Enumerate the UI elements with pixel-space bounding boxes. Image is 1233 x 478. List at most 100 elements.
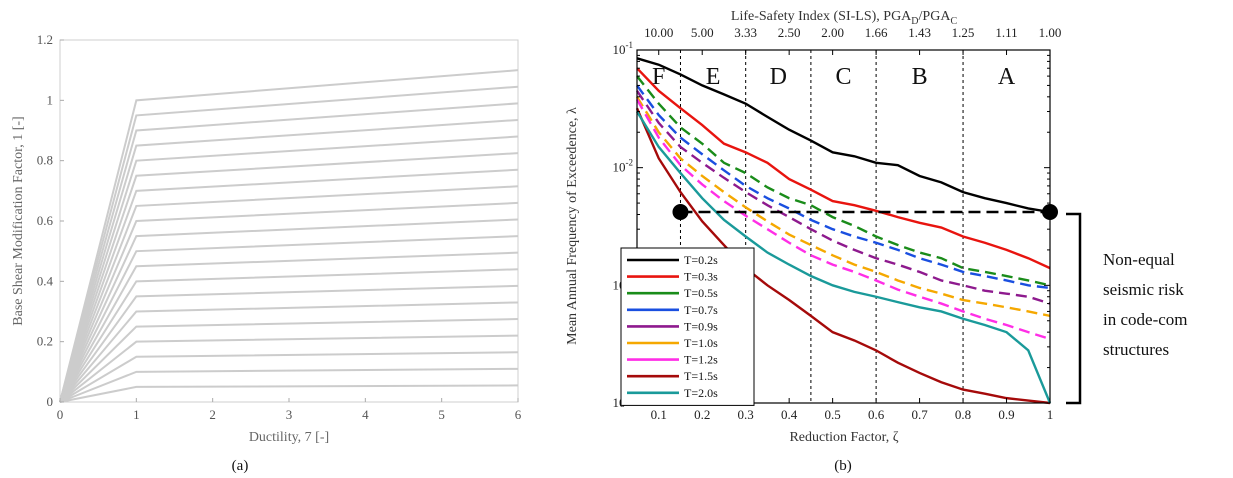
- top-tick-label: 2.50: [778, 25, 801, 40]
- panel-a-y-ticks: 0 0.2 0.4 0.6 0.8 1 1.2: [37, 32, 64, 409]
- panel-a-caption: (a): [232, 458, 249, 474]
- y-tick-label: 10-1: [613, 40, 634, 57]
- series-line: [636, 57, 1051, 214]
- legend: T=0.2s T=0.3s T=0.5s T=0.7s T=0.9s T=1.0s T=1.…: [620, 247, 755, 406]
- panel-a-curve: [59, 268, 519, 403]
- zone-label: B: [912, 64, 928, 90]
- series-line: [636, 75, 1051, 287]
- annotation-line-4: structures: [1103, 340, 1169, 359]
- x-tick-label: 1: [133, 407, 140, 422]
- top-tick-label: 2.00: [821, 25, 844, 40]
- panel-a-curve: [59, 102, 519, 403]
- x-tick-label: 0.3: [738, 407, 754, 422]
- panel-a-curve: [59, 135, 519, 403]
- panel-a-y-label: Base Shear Modification Factor, 1 [-]: [11, 116, 26, 325]
- top-tick-label: 5.00: [691, 25, 714, 40]
- annotation-line-1: Non-equal: [1103, 250, 1175, 269]
- panel-a-curve: [59, 334, 519, 403]
- reference-marker: [672, 203, 689, 220]
- panel-a-curve: [59, 118, 519, 403]
- top-tick-label: 1.66: [865, 25, 888, 40]
- panel-a-curve: [59, 284, 519, 403]
- y-tick-label: 1: [47, 92, 54, 107]
- x-tick-label: 0.1: [651, 407, 667, 422]
- y-tick-label: 1.2: [37, 32, 53, 47]
- series-line: [636, 84, 1051, 290]
- zone-label: C: [835, 64, 851, 90]
- top-tick-label: 3.33: [734, 25, 757, 40]
- panel-b-x-ticks: 0.1 0.2 0.3 0.4 0.5 0.6 0.7 0.8 0.9 1: [651, 50, 1054, 422]
- x-tick-label: 2: [209, 407, 216, 422]
- x-tick-label: 3: [286, 407, 293, 422]
- panel-a-x-label: Ductility, 7 [-]: [249, 430, 329, 445]
- top-tick-label: 1.25: [952, 25, 975, 40]
- panel-b-frame: [636, 49, 1051, 404]
- zone-label: A: [998, 64, 1016, 90]
- panel-a-curve: [59, 168, 519, 403]
- top-axis-label: Life-Safety Index (SI-LS), PGAD/PGAC: [731, 9, 958, 27]
- panel-a-curve: [59, 367, 519, 403]
- y-tick-label: 0.6: [37, 213, 54, 228]
- legend-entry: T=1.5s: [684, 369, 718, 383]
- legend-entry: T=1.0s: [684, 336, 718, 350]
- x-tick-label: 0.9: [998, 407, 1014, 422]
- series-line: [635, 96, 1051, 318]
- legend-entry: T=0.9s: [684, 319, 718, 333]
- panel-a-x-ticks: 0 1 2 3 4 5 6: [57, 398, 522, 422]
- x-tick-label: 0.6: [868, 407, 885, 422]
- zone-label: F: [652, 64, 665, 90]
- series-line: [635, 110, 1052, 404]
- panel-a-curve: [59, 235, 519, 403]
- panel-a-curves: [59, 69, 519, 403]
- x-tick-label: 0.8: [955, 407, 971, 422]
- annotation-line-3: in code-com: [1103, 310, 1188, 329]
- panel-a-curve: [59, 69, 519, 403]
- x-tick-label: 5: [438, 407, 445, 422]
- top-tick-label: 1.00: [1039, 25, 1062, 40]
- panel-a-curve: [59, 85, 519, 403]
- series-line: [636, 90, 1051, 305]
- legend-entry: T=0.7s: [684, 303, 718, 317]
- panel-b-y-label: Mean Annual Frequency of Exceedence, λ: [565, 107, 580, 345]
- legend-entry: T=0.5s: [684, 286, 718, 300]
- y-tick-label: 0: [47, 394, 54, 409]
- panel-b-caption: (b): [834, 458, 852, 474]
- y-tick-label: 0.8: [37, 153, 53, 168]
- x-tick-label: 0.5: [825, 407, 841, 422]
- legend-entry: T=0.3s: [684, 270, 718, 284]
- x-tick-label: 0.2: [694, 407, 710, 422]
- y-tick-label: 0.2: [37, 334, 53, 349]
- panel-a-curve: [59, 384, 519, 403]
- annotation-bracket: [1066, 212, 1082, 405]
- y-tick-label: 10-2: [613, 158, 634, 175]
- panel-a-curve: [59, 152, 519, 403]
- risk-annotation: Non-equal seismic risk in code-com struc…: [1066, 212, 1188, 405]
- panel-a: 0 1 2 3 4 5 6 0 0.2 0.4 0.6 0.8 1 1.2 Ductility, 7 […: [11, 32, 522, 474]
- panel-a-curve: [59, 251, 519, 403]
- panel-a-curve: [59, 301, 519, 403]
- top-tick-label: 10.00: [644, 25, 673, 40]
- x-tick-label: 0: [57, 407, 64, 422]
- legend-entry: T=0.2s: [684, 253, 718, 267]
- series-line: [635, 107, 1051, 405]
- legend-entry: T=1.2s: [684, 353, 718, 367]
- panel-b-x-label: Reduction Factor, ζ: [789, 430, 898, 445]
- panel-a-curve: [59, 185, 519, 403]
- panel-b-series: [635, 57, 1052, 405]
- zone-label: D: [770, 64, 787, 90]
- x-tick-label: 1: [1047, 407, 1054, 422]
- zone-label: E: [706, 64, 721, 90]
- legend-entry: T=2.0s: [684, 386, 718, 400]
- x-tick-label: 0.7: [911, 407, 928, 422]
- panel-b-top-ticks: 10.00 5.00 3.33 2.50 2.00 1.66 1.43 1.25 1.11 1.0…: [644, 25, 1061, 40]
- series-line: [636, 67, 1051, 270]
- x-tick-label: 4: [362, 407, 369, 422]
- top-tick-label: 1.43: [908, 25, 931, 40]
- panel-a-curve: [59, 351, 519, 403]
- panel-a-curve: [59, 318, 519, 403]
- annotation-line-2: seismic risk: [1103, 280, 1184, 299]
- panel-a-curve: [59, 218, 519, 403]
